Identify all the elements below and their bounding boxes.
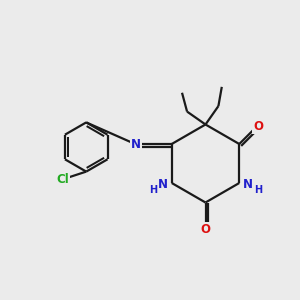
Text: O: O (253, 120, 263, 133)
Text: N: N (158, 178, 168, 191)
Text: N: N (243, 178, 253, 191)
Text: O: O (200, 223, 211, 236)
Text: H: H (149, 184, 157, 195)
Text: H: H (254, 184, 262, 195)
Text: Cl: Cl (57, 173, 70, 186)
Text: N: N (131, 137, 141, 151)
